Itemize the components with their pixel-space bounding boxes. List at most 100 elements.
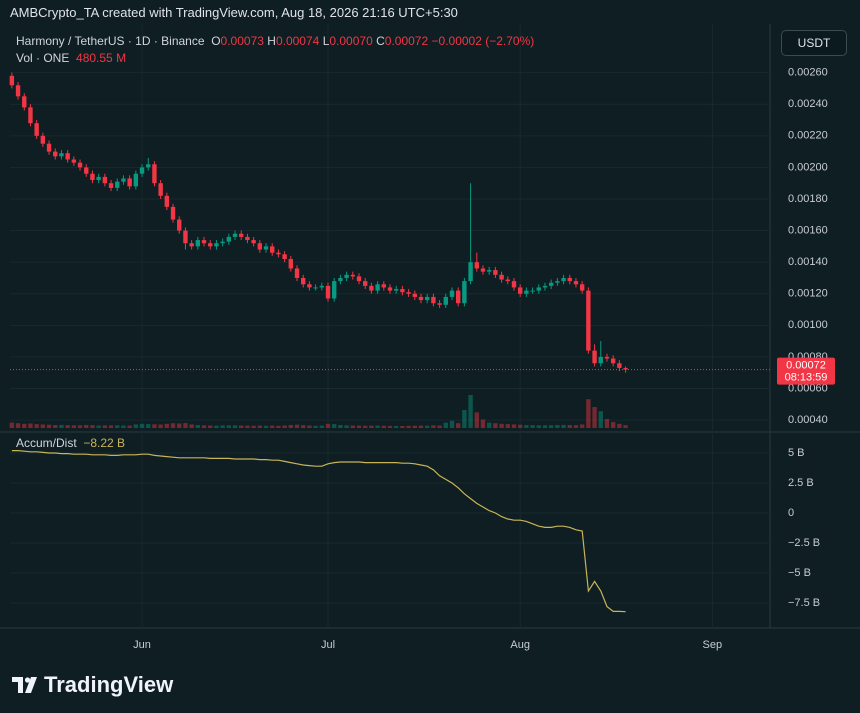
candle-body xyxy=(282,254,287,260)
candle-body xyxy=(220,241,225,244)
candle-body xyxy=(480,268,486,272)
y-tick-label: 0.00220 xyxy=(788,130,828,142)
y-tick-label: 0.00160 xyxy=(788,224,828,236)
volume-bar xyxy=(536,425,541,428)
y-tick-label: 0.00260 xyxy=(788,67,828,79)
candle-body xyxy=(548,282,554,286)
candle-body xyxy=(263,246,269,250)
candle-body xyxy=(536,287,541,291)
volume-legend: Vol · ONE 480.55 M xyxy=(16,51,126,65)
y-tick-label: 5 B xyxy=(788,447,805,459)
volume-bar xyxy=(245,425,250,428)
candle-body xyxy=(412,293,417,297)
legend-change: −0.00002 (−2.70%) xyxy=(431,34,535,48)
candle-body xyxy=(505,279,510,282)
volume-bar xyxy=(177,423,182,428)
candle-body xyxy=(332,281,337,299)
volume-bar xyxy=(294,424,300,428)
volume-bar xyxy=(443,422,448,428)
candle-body xyxy=(96,176,101,181)
y-tick-label: 0.00200 xyxy=(788,161,828,173)
volume-bar xyxy=(239,425,244,428)
candle-body xyxy=(511,281,517,288)
volume-value: 480.55 M xyxy=(76,51,127,65)
candle-body xyxy=(270,246,275,253)
candle-body xyxy=(443,296,448,305)
currency-button[interactable]: USDT xyxy=(781,30,847,56)
legend-value: 0.00074 xyxy=(275,34,320,48)
volume-bar xyxy=(307,425,312,428)
volume-bar xyxy=(276,425,281,428)
candle-body xyxy=(561,277,566,282)
volume-bar xyxy=(474,412,479,428)
volume-bar xyxy=(201,425,207,428)
volume-bar xyxy=(53,425,58,428)
volume-bar xyxy=(573,425,579,428)
volume-bar xyxy=(22,423,27,428)
volume-bar xyxy=(617,423,622,428)
candle-body xyxy=(356,276,362,282)
price-tag-label: 0.00072 xyxy=(786,359,826,371)
candle-body xyxy=(350,274,356,277)
volume-bar xyxy=(139,423,145,428)
candle-body xyxy=(288,259,294,269)
candle-body xyxy=(375,284,380,291)
ad-value: −8.22 B xyxy=(83,436,126,450)
candle-body xyxy=(239,233,244,237)
volume-bar xyxy=(462,410,467,428)
candle-body xyxy=(555,281,560,283)
volume-bar xyxy=(548,425,554,428)
volume-bar xyxy=(59,424,64,428)
volume-bar xyxy=(121,425,126,428)
candle-body xyxy=(53,151,58,157)
volume-bar xyxy=(524,425,529,428)
volume-bar xyxy=(437,425,442,428)
candle-body xyxy=(567,277,572,282)
candle-body xyxy=(617,363,622,368)
candle-body xyxy=(319,285,325,288)
legend-label: C xyxy=(376,34,385,48)
candle-body xyxy=(604,356,610,359)
volume-bar xyxy=(400,425,405,428)
logo: TradingView xyxy=(12,672,173,698)
candle-body xyxy=(437,303,442,305)
volume-bar xyxy=(65,425,70,428)
y-tick-label: 0.00140 xyxy=(788,256,828,268)
candle-body xyxy=(34,123,39,136)
y-tick-label: 0.00240 xyxy=(788,98,828,110)
volume-bar xyxy=(604,419,610,428)
volume-bar xyxy=(332,424,337,428)
candle-body xyxy=(586,290,591,351)
volume-bar xyxy=(325,423,331,428)
candle-body xyxy=(486,270,492,272)
volume-bar xyxy=(319,425,325,428)
legend-label: O xyxy=(211,34,221,48)
volume-bar xyxy=(71,425,77,428)
volume-bar xyxy=(251,425,256,428)
volume-bar xyxy=(220,425,225,428)
x-tick-label: Aug xyxy=(510,639,530,651)
volume-bar xyxy=(96,425,101,428)
volume-bar xyxy=(183,423,188,428)
volume-bar xyxy=(381,425,387,428)
volume-title: Vol · ONE xyxy=(16,51,70,65)
volume-bar xyxy=(363,425,368,428)
volume-bar xyxy=(412,425,417,428)
candle-body xyxy=(127,178,132,187)
legend-label: H xyxy=(267,34,276,48)
candle-body xyxy=(9,75,15,86)
candle-body xyxy=(468,262,473,282)
volume-bar xyxy=(301,425,306,428)
candle-body xyxy=(46,143,52,152)
candle-body xyxy=(28,107,33,124)
candle-body xyxy=(313,287,318,289)
volume-bar xyxy=(46,424,52,428)
candle-body xyxy=(542,285,548,288)
candle-body xyxy=(65,153,70,160)
volume-bar xyxy=(493,423,498,428)
logo-text: TradingView xyxy=(44,672,174,697)
candle-body xyxy=(214,243,219,247)
volume-bar xyxy=(84,425,89,428)
candle-body xyxy=(195,240,201,247)
